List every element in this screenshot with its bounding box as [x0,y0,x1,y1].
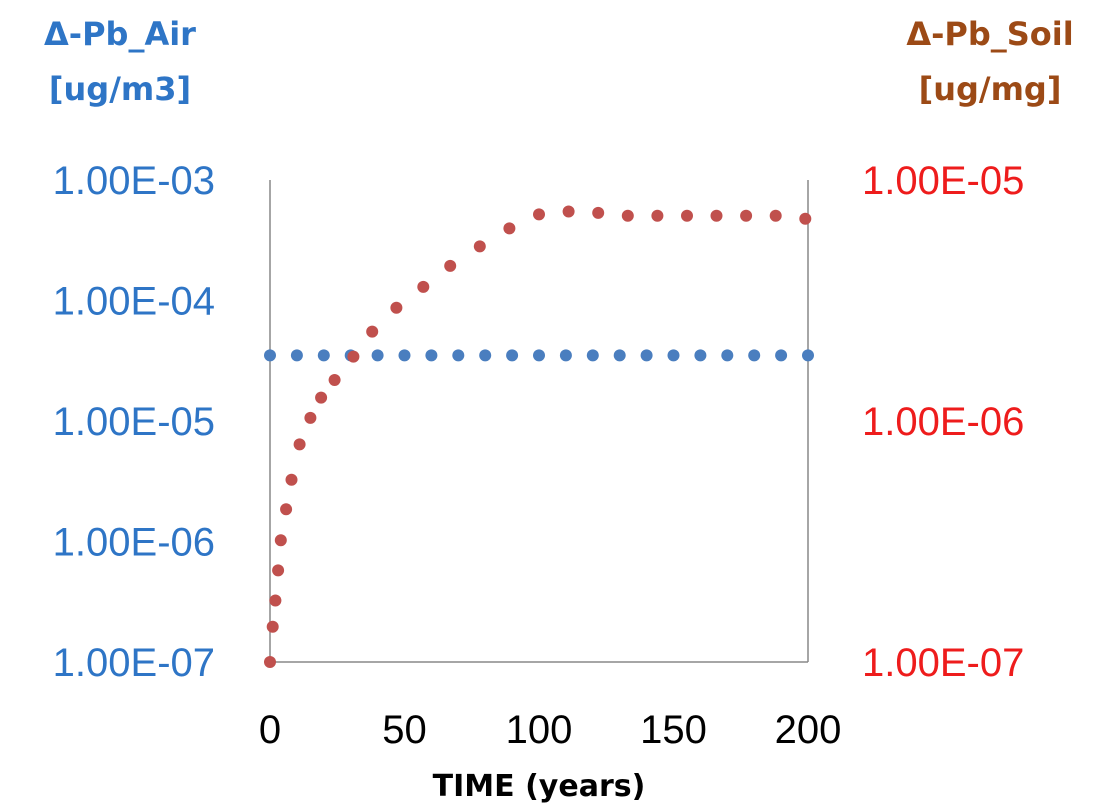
soil-data-point [304,411,317,424]
x-tick-label: 150 [640,708,707,752]
soil-data-point [473,240,486,253]
air-data-point [290,349,303,362]
left-tick-label: 1.00E-05 [53,400,215,444]
left-axis-title-line2: [ug/m3] [49,70,191,108]
right-axis-title-line1: Δ-Pb_Soil [906,15,1073,53]
soil-data-point [710,209,723,222]
air-series [264,349,814,362]
air-data-point [479,349,492,362]
air-data-point [640,349,653,362]
soil-data-point [651,209,664,222]
soil-data-point [681,209,693,222]
x-tick-label: 50 [382,708,427,752]
x-tick-label: 100 [506,708,573,752]
air-data-point [802,349,814,362]
soil-data-point [621,209,634,222]
air-data-point [721,349,734,362]
soil-data-point [592,206,605,219]
x-axis-title: TIME (years) [433,769,646,804]
soil-data-point [264,656,276,668]
air-data-point [533,349,545,362]
soil-series [264,205,812,668]
air-data-point [506,349,519,362]
right-tick-label: 1.00E-05 [862,159,1024,203]
air-data-point [586,349,599,362]
left-tick-label: 1.00E-07 [53,641,215,685]
soil-data-point [293,438,306,451]
air-data-point [613,349,626,362]
air-data-point [264,349,276,362]
air-data-point [748,349,761,362]
soil-data-point [266,620,279,633]
soil-data-point [444,259,457,272]
left-tick-label: 1.00E-04 [53,280,215,324]
soil-data-point [274,534,287,547]
air-data-point [452,349,465,362]
air-data-point [694,349,707,362]
soil-data-point [280,503,293,516]
air-data-point [425,349,438,362]
soil-data-point [390,301,403,314]
soil-data-point [533,208,545,221]
soil-data-point [315,391,328,404]
left-tick-label: 1.00E-06 [53,521,215,565]
soil-data-point [503,222,516,235]
soil-data-point [417,280,430,293]
soil-data-point [769,209,782,222]
soil-data-point [347,350,360,363]
x-tick-label: 200 [775,708,842,752]
soil-data-point [366,325,379,338]
air-data-point [775,349,788,362]
right-tick-label: 1.00E-07 [862,641,1024,685]
soil-data-point [740,209,753,222]
air-data-point [667,349,680,362]
soil-data-point [269,594,282,607]
soil-data-point [799,212,812,225]
soil-data-point [285,473,298,486]
x-tick-label: 0 [259,708,281,752]
air-data-point [371,349,384,362]
right-tick-label: 1.00E-06 [862,400,1024,444]
soil-data-point [272,564,285,577]
soil-data-point [328,374,341,386]
air-data-point [317,349,330,362]
right-axis-title-line2: [ug/mg] [919,70,1062,108]
air-data-point [398,349,411,362]
air-data-point [559,349,572,362]
left-tick-label: 1.00E-03 [53,159,215,203]
soil-data-point [562,205,575,218]
left-axis-title-line1: Δ-Pb_Air [44,15,196,53]
